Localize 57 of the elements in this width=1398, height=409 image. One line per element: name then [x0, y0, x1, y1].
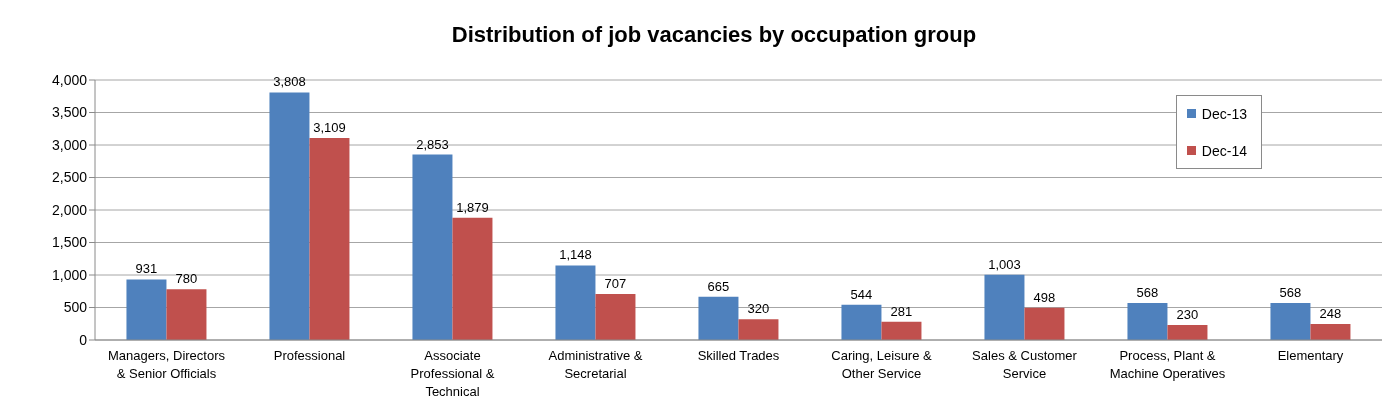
data-label: 498 [1033, 289, 1056, 305]
legend-label: Dec-13 [1201, 105, 1247, 122]
bar [738, 319, 779, 340]
data-label: 707 [604, 276, 627, 292]
y-tick-label: 4,000 [51, 71, 88, 88]
data-label: 1,003 [988, 256, 1021, 272]
bar [841, 304, 882, 340]
legend-label: Dec-14 [1201, 142, 1247, 159]
bar [1024, 307, 1065, 340]
y-tick-label: 1,000 [51, 266, 88, 283]
data-label: 780 [175, 271, 198, 287]
bar [555, 265, 596, 340]
bar [452, 217, 493, 340]
data-label: 1,148 [559, 247, 592, 263]
y-tick-label: 0 [79, 331, 88, 348]
bar [1270, 303, 1311, 340]
data-label: 544 [850, 286, 873, 302]
data-label: 931 [135, 261, 158, 277]
bar [1167, 325, 1208, 340]
data-label: 320 [747, 301, 770, 317]
bar [269, 92, 310, 340]
data-label: 568 [1279, 285, 1302, 301]
data-label: 3,808 [273, 74, 306, 90]
x-tick-label: Associate Professional & Technical [410, 348, 495, 399]
data-label: 3,109 [313, 119, 346, 135]
x-tick-label: Professional [273, 348, 346, 363]
data-label: 281 [890, 303, 913, 319]
x-tick-label: Process, Plant & Machine Operatives [1109, 348, 1226, 381]
bar [309, 137, 350, 340]
data-label: 665 [707, 278, 730, 294]
y-tick-label: 2,500 [51, 169, 88, 186]
x-tick-label: Caring, Leisure & Other Service [831, 348, 933, 381]
x-tick-label: Sales & Customer Service [972, 348, 1078, 381]
x-tick-label: Administrative & Secretarial [548, 348, 643, 381]
y-tick-label: 2,000 [51, 201, 88, 218]
bar [1310, 323, 1351, 340]
x-tick-label: Elementary [1277, 348, 1344, 363]
bar [126, 279, 167, 340]
x-tick-label: Managers, Directors & Senior Officials [107, 348, 226, 381]
y-tick-label: 3,000 [51, 136, 88, 153]
bar [984, 274, 1025, 340]
bar [166, 289, 207, 340]
bar [412, 154, 453, 340]
bar [881, 321, 922, 340]
bar [698, 296, 739, 340]
data-label: 1,879 [456, 199, 489, 215]
y-tick-label: 3,500 [51, 104, 88, 121]
x-tick-label: Skilled Trades [697, 348, 780, 363]
data-label: 248 [1319, 305, 1342, 321]
bar [595, 294, 636, 340]
y-tick-label: 1,500 [51, 234, 88, 251]
bar [1127, 303, 1168, 340]
data-label: 568 [1136, 285, 1159, 301]
y-tick-label: 500 [63, 299, 88, 316]
data-label: 230 [1176, 307, 1199, 323]
chart-title: Distribution of job vacancies by occupation group [450, 21, 978, 49]
data-label: 2,853 [416, 136, 449, 152]
